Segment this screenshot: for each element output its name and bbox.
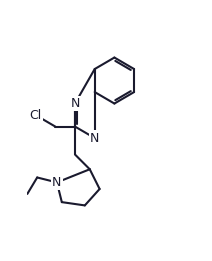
Text: N: N xyxy=(70,97,80,110)
Text: N: N xyxy=(90,132,99,145)
Text: N: N xyxy=(52,176,61,189)
Text: Cl: Cl xyxy=(29,109,42,122)
